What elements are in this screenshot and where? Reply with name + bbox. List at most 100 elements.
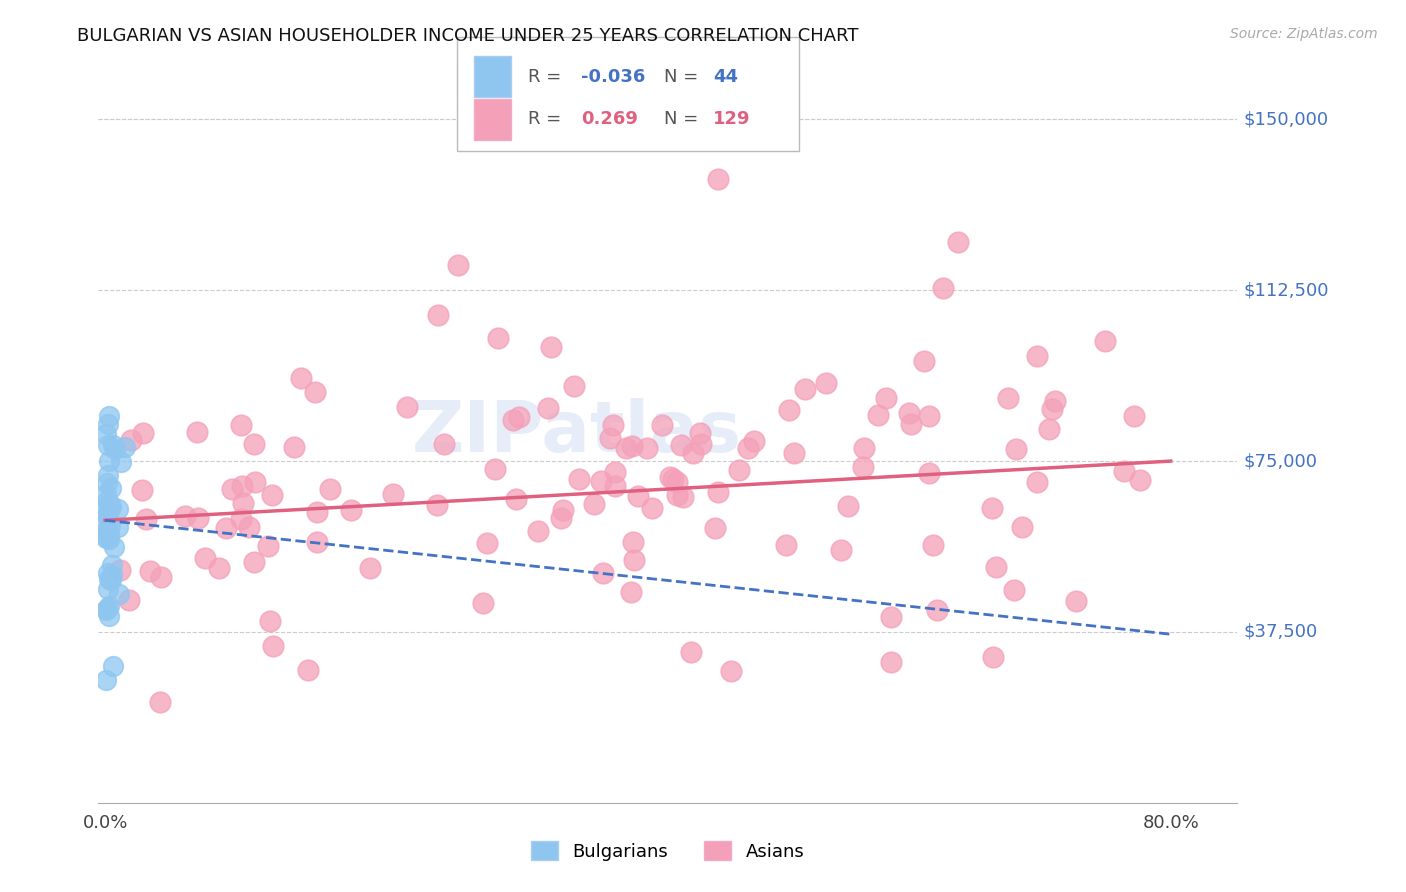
Point [96, 508, 118, 522]
Point [243, 437, 266, 451]
Point [139, 565, 162, 579]
Point [118, 593, 141, 607]
Point [672, 490, 695, 504]
Point [97, 528, 120, 542]
Point [932, 281, 955, 295]
Text: N =: N = [665, 68, 704, 86]
Point [108, 587, 131, 601]
Point [426, 498, 449, 512]
Point [149, 695, 172, 709]
Point [1038, 422, 1060, 436]
Point [221, 482, 243, 496]
Point [537, 401, 560, 416]
Text: R =: R = [527, 68, 567, 86]
Point [636, 441, 658, 455]
Point [94, 487, 117, 501]
Point [231, 478, 253, 492]
Point [912, 354, 935, 368]
Text: 44: 44 [713, 68, 738, 86]
Bar [474, 99, 510, 139]
Point [108, 563, 131, 577]
Point [98, 518, 121, 533]
Point [96, 527, 118, 541]
Point [96, 602, 118, 616]
Text: N =: N = [665, 110, 704, 128]
Point [651, 418, 673, 433]
Point [527, 524, 550, 538]
Point [603, 465, 626, 479]
Point [100, 574, 122, 588]
Point [96, 524, 118, 538]
Point [641, 501, 664, 516]
Point [150, 570, 173, 584]
Point [110, 455, 132, 469]
Point [238, 519, 260, 533]
Point [305, 505, 328, 519]
Point [981, 500, 1004, 515]
Point [262, 639, 284, 653]
Text: 0.269: 0.269 [581, 110, 638, 128]
Point [381, 487, 404, 501]
Point [669, 438, 692, 452]
Point [98, 533, 121, 547]
Point [471, 596, 494, 610]
Point [778, 402, 800, 417]
Point [290, 371, 312, 385]
Point [96, 519, 118, 533]
Point [614, 441, 637, 455]
Point [875, 392, 897, 406]
Point [1002, 583, 1025, 598]
Point [98, 608, 121, 623]
Point [1026, 349, 1049, 363]
Point [550, 511, 572, 525]
Point [1066, 593, 1088, 607]
Point [101, 438, 124, 452]
Text: Source: ZipAtlas.com: Source: ZipAtlas.com [1230, 27, 1378, 41]
Point [986, 560, 1008, 574]
Point [97, 566, 120, 580]
Point [96, 493, 118, 508]
Point [97, 523, 120, 537]
Point [243, 555, 266, 569]
Point [551, 503, 574, 517]
Legend: Bulgarians, Asians: Bulgarians, Asians [524, 834, 811, 868]
Point [96, 468, 118, 483]
Point [900, 417, 922, 432]
Point [505, 491, 527, 506]
Point [447, 258, 470, 272]
Point [486, 331, 509, 345]
Point [868, 408, 890, 422]
Point [395, 400, 418, 414]
Text: $37,500: $37,500 [1244, 623, 1319, 641]
Point [794, 383, 817, 397]
Point [925, 603, 948, 617]
Point [946, 235, 969, 250]
Text: R =: R = [527, 110, 567, 128]
Point [1025, 475, 1047, 489]
Point [665, 488, 688, 502]
Point [814, 376, 837, 390]
Point [97, 572, 120, 586]
Point [131, 483, 153, 497]
Point [94, 673, 117, 687]
Text: ZIPatlas: ZIPatlas [412, 398, 742, 467]
Point [100, 481, 122, 495]
Point [231, 511, 253, 525]
Point [433, 437, 456, 451]
Point [101, 659, 124, 673]
Point [1129, 474, 1152, 488]
Point [307, 535, 329, 549]
Point [114, 441, 136, 455]
Point [484, 462, 506, 476]
Point [737, 441, 759, 455]
Point [707, 484, 730, 499]
Point [475, 535, 498, 549]
Point [231, 417, 253, 432]
Point [922, 538, 945, 552]
Point [1043, 393, 1066, 408]
Point [627, 489, 650, 503]
Point [259, 614, 281, 628]
Point [1112, 464, 1135, 478]
Point [97, 417, 120, 431]
Point [97, 527, 120, 541]
